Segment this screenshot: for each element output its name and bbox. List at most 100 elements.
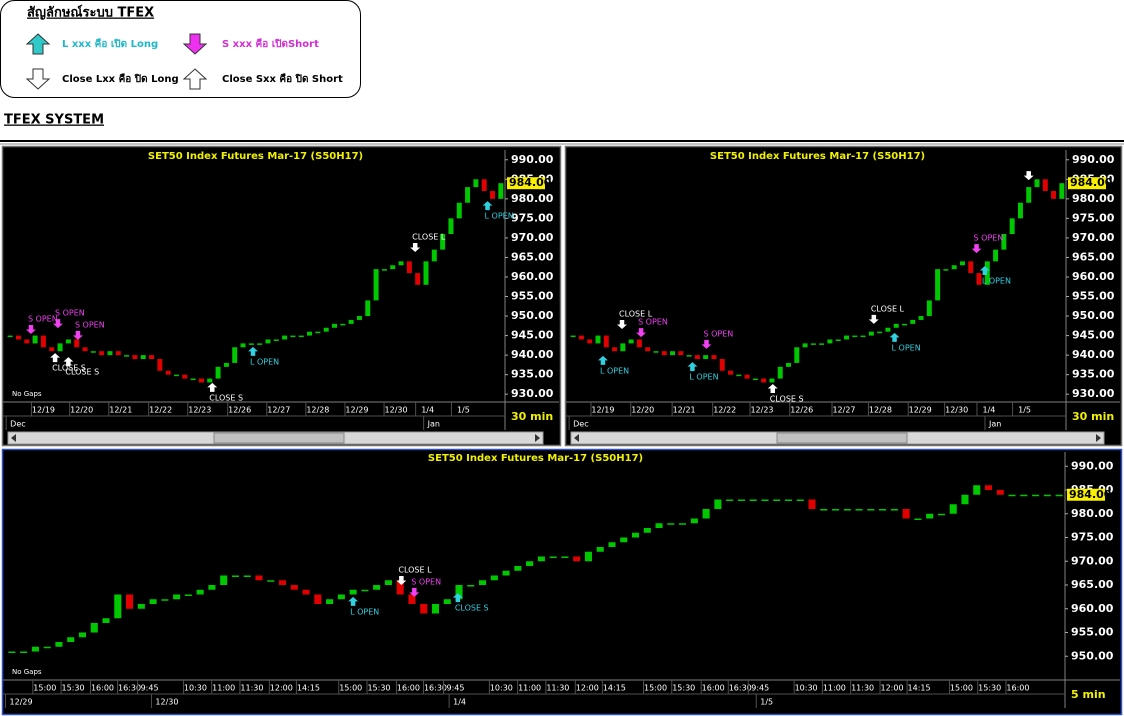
candle	[819, 343, 825, 345]
candle	[157, 359, 163, 371]
candle	[608, 542, 616, 547]
y-tick-label: 935.00	[1072, 368, 1115, 381]
y-tick-label: 930.00	[511, 387, 554, 400]
candle	[702, 509, 710, 519]
candle	[102, 618, 110, 623]
signal-label: CLOSE L	[619, 309, 653, 318]
legend-item: Close Sxx คือ ปิด Short	[222, 73, 343, 85]
y-tick-label: 940.00	[1072, 348, 1115, 361]
y-tick-label: 930.00	[1072, 387, 1115, 400]
chart-panel	[564, 145, 1123, 447]
candle	[549, 556, 557, 558]
x-tick-label: 16:00	[397, 684, 420, 693]
candle	[943, 269, 949, 271]
last-price-box	[1068, 177, 1106, 190]
chart-title: SET50 Index Futures Mar-17 (S50H17)	[428, 453, 643, 464]
candle	[49, 347, 55, 352]
signal-label: L OPEN	[600, 366, 629, 375]
legend-arrow	[182, 33, 208, 55]
candle	[415, 273, 421, 285]
candle	[190, 378, 196, 381]
candle	[337, 594, 345, 600]
y-tick-label: 965.00	[511, 250, 554, 263]
candle	[670, 351, 676, 356]
signal-label: S OPEN	[75, 320, 105, 329]
candle	[173, 594, 181, 600]
signal-label: S OPEN	[55, 309, 85, 318]
candle	[844, 335, 849, 340]
y-tick-label: 980.00	[1071, 507, 1114, 520]
candle	[31, 646, 39, 652]
candle	[99, 351, 105, 356]
candle	[868, 331, 874, 336]
scroll-right	[535, 434, 540, 442]
y-tick-label: 970.00	[1072, 231, 1115, 244]
candle	[1009, 218, 1015, 234]
candle	[384, 580, 392, 585]
x-tick-label: 12/30	[945, 406, 968, 415]
candle	[55, 642, 63, 647]
x-tick-label: 14:15	[908, 684, 931, 693]
x-tick-label: 12/19	[591, 406, 614, 415]
x-tick-label: 10:30	[490, 684, 513, 693]
candle	[843, 509, 851, 511]
candle	[1008, 494, 1016, 497]
legend-item: Close Lxx คือ ปิด Long	[62, 73, 179, 85]
candle	[149, 599, 157, 604]
candle	[423, 261, 429, 285]
candle	[885, 327, 891, 332]
y-tick-label: 975.00	[511, 211, 554, 224]
candle	[984, 485, 993, 490]
chart-title: SET50 Index Futures Mar-17 (S50H17)	[710, 151, 925, 162]
candle	[761, 499, 769, 501]
chart-panel	[1, 145, 562, 447]
candle	[314, 594, 322, 604]
x-tick-label-2: Jan	[427, 420, 440, 429]
candle	[786, 362, 791, 367]
candle	[584, 551, 592, 562]
x-tick-label: 12/28	[306, 406, 329, 415]
candle	[490, 575, 498, 581]
x-tick-label: 1/5	[1018, 406, 1031, 415]
candle	[137, 604, 145, 609]
candle	[631, 532, 640, 538]
candle	[248, 343, 254, 345]
candle	[231, 575, 239, 577]
candle	[456, 202, 462, 219]
last-price-label: 984.00	[509, 176, 552, 189]
signal-arrow	[598, 355, 608, 365]
x-tick-label: 12/23	[188, 406, 211, 415]
candle	[570, 335, 576, 338]
candle	[302, 589, 310, 595]
candle	[408, 594, 416, 604]
y-tick-label: 975.00	[1071, 531, 1114, 544]
y-tick-label: 945.00	[1072, 329, 1115, 342]
candle	[996, 490, 1004, 495]
x-tick-label: 15:30	[672, 684, 695, 693]
candle	[879, 509, 887, 511]
candle	[744, 374, 750, 379]
candle	[827, 339, 833, 344]
legend-arrow	[25, 33, 51, 55]
interval-label: 30 min	[1072, 410, 1114, 423]
signal-label: CLOSE S	[65, 368, 99, 377]
signal-label: CLOSE S	[770, 395, 804, 404]
candle	[232, 347, 238, 363]
scroll-thumb	[213, 432, 345, 444]
candle	[1026, 187, 1032, 203]
y-tick-label: 950.00	[511, 309, 554, 322]
legend-item: S xxx คือ เปิดShort	[222, 38, 319, 50]
x-tick-label: 12/22	[149, 406, 172, 415]
candle	[8, 651, 16, 653]
x-tick-label: 1/4	[421, 406, 434, 415]
signal-label: CLOSE S	[209, 393, 243, 402]
candle	[820, 509, 828, 511]
candle	[653, 351, 659, 353]
candle	[595, 335, 601, 344]
chart-title: SET50 Index Futures Mar-17 (S50H17)	[148, 151, 363, 162]
candle	[777, 366, 783, 379]
y-tick-label: 975.00	[1072, 211, 1115, 224]
candle	[356, 316, 362, 320]
x-tick-label: 12/27	[267, 406, 290, 415]
candle	[737, 499, 745, 501]
